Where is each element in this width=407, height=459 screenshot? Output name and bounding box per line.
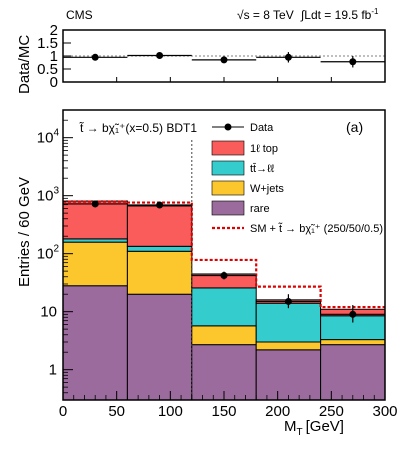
ratio-y-tick-label-0: 0 [50, 74, 58, 91]
legend-ttbar-ll-label: tt̄→ℓℓ [250, 163, 275, 175]
bar-rare-0 [62, 285, 128, 401]
legend-data-label: Data [250, 122, 274, 134]
bar-w-jets-1 [126, 250, 193, 295]
ratio-points [63, 51, 385, 68]
bar-tt--1 [126, 245, 193, 252]
ratio-y-tick-label-2: 1 [50, 48, 58, 65]
lumi-label: ∫Ldt = 19.5 fb-1 [300, 7, 379, 22]
ratio-y-tick-label-3: 1.5 [37, 35, 58, 52]
bar-w-jets-3 [255, 341, 322, 351]
ratio-point-0 [91, 53, 99, 61]
main-panel: 0 50 100 150 200 250 300 1 10 102 103 104 Entries … [16, 77, 398, 438]
signal-line [63, 200, 385, 309]
main-x-tick-label-2: 100 [158, 403, 183, 420]
bar-w-jets-0 [62, 241, 128, 287]
lumi-superscript: -1 [371, 7, 379, 16]
x-axis-label-subscript: T [297, 427, 303, 438]
ratio-panel: 00.511.52 Data/MC [16, 22, 386, 94]
main-y-ticks: 1 10 102 103 104 [37, 119, 73, 401]
main-x-tick-label-5: 250 [319, 403, 344, 420]
main-x-tick-label-6: 300 [372, 403, 397, 420]
ratio-y-axis-label: Data/MC [16, 35, 33, 94]
bar-1-top-1 [126, 205, 193, 247]
legend-wjets-label: W+jets [250, 183, 284, 195]
main-x-tick-label-1: 50 [108, 403, 125, 420]
data-point-3 [284, 297, 292, 305]
data-point-1 [156, 201, 164, 209]
ratio-point-1 [156, 51, 164, 59]
data-point-2 [220, 272, 228, 280]
bar-rare-4 [320, 344, 386, 401]
data-point-0 [91, 200, 99, 208]
energy-label: √s = 8 TeV [237, 8, 294, 22]
main-y-axis-label: Entries / 60 GeV [16, 177, 33, 287]
legend-signal-label: SM + t̃ → bχ̃₁⁺ (250/50/0.5) [250, 222, 383, 235]
bar-rare-1 [126, 293, 193, 401]
main-y-tick-label-3: 103 [37, 186, 60, 205]
ratio-point-4 [349, 58, 357, 66]
legend-swatch-wjets [211, 180, 245, 196]
legend-swatch-ttbar-ll [211, 160, 245, 176]
selection-annotation: t̃ → bχ̃₁⁺(x=0.5) BDT1 [79, 120, 198, 135]
data-point-4 [349, 310, 357, 318]
legend-1l-top-label: 1ℓ top [250, 143, 278, 155]
legend-swatch-1l-top [211, 140, 245, 156]
bar-tt--3 [255, 302, 322, 343]
legend-swatch-rare [211, 200, 245, 216]
panel-label: (a) [346, 119, 363, 135]
main-x-tick-label-3: 150 [211, 403, 236, 420]
legend-rare-label: rare [250, 203, 270, 215]
main-y-tick-label-4: 104 [37, 128, 60, 147]
ratio-y-tick-label-1: 0.5 [37, 61, 58, 78]
bar-w-jets-2 [191, 325, 257, 346]
main-y-tick-label-2: 102 [37, 244, 60, 263]
legend: Data 1ℓ top tt̄→ℓℓ W+jets rare SM + t̃ →… [211, 122, 383, 235]
main-x-ticks: 0 50 100 150 200 250 300 [59, 77, 398, 420]
main-y-tick-label-1: 10 [40, 304, 57, 321]
experiment-label: CMS [66, 8, 93, 22]
bar-rare-3 [255, 349, 322, 401]
ratio-point-3 [284, 53, 292, 61]
bar-w-jets-4 [320, 339, 386, 346]
ratio-y-tick-label-4: 2 [50, 22, 58, 39]
stacked-bars [62, 200, 386, 401]
ratio-y-ticks: 00.511.52 [37, 22, 71, 91]
main-x-tick-label-4: 200 [265, 403, 290, 420]
bar-tt--2 [191, 287, 257, 327]
main-x-axis-label: MT [GeV] [284, 418, 344, 438]
data-points [63, 200, 385, 323]
main-x-tick-label-0: 0 [59, 403, 67, 420]
ratio-point-2 [220, 56, 228, 64]
legend-data-marker [224, 123, 232, 131]
main-y-tick-label-0: 1 [49, 362, 57, 379]
